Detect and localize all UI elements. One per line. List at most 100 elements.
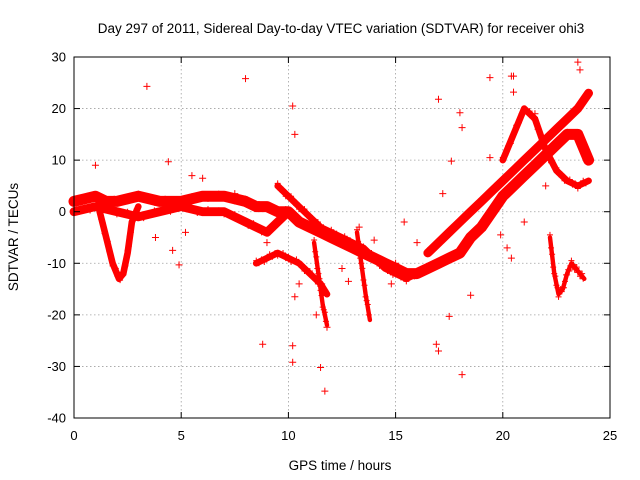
data-point <box>435 239 442 246</box>
data-point <box>392 270 399 277</box>
data-point <box>438 234 445 241</box>
data-point <box>172 204 179 211</box>
data-point <box>568 257 575 264</box>
data-point <box>112 265 119 272</box>
data-point <box>550 127 557 134</box>
data-point <box>486 213 493 220</box>
y-tick-label: 30 <box>52 50 66 65</box>
x-tick-label: 15 <box>388 428 402 443</box>
x-tick-label: 10 <box>281 428 295 443</box>
outlier-point <box>321 387 329 395</box>
outlier-point <box>181 228 189 236</box>
x-tick-label: 20 <box>496 428 510 443</box>
data-point <box>548 159 555 166</box>
data-point <box>537 154 544 161</box>
data-point <box>558 139 565 146</box>
data-point <box>210 210 217 217</box>
outlier-point <box>199 174 207 182</box>
data-point <box>269 253 276 260</box>
data-point <box>124 247 131 254</box>
data-point <box>277 251 284 258</box>
data-point <box>515 176 522 183</box>
data-point <box>566 132 573 139</box>
data-point <box>330 238 337 245</box>
data-point <box>518 110 525 117</box>
data-point <box>406 274 412 281</box>
data-point <box>475 200 482 207</box>
data-point <box>103 234 110 241</box>
data-point <box>199 191 206 198</box>
outlier-point <box>289 342 297 350</box>
data-point <box>365 311 372 318</box>
chart-title: Day 297 of 2011, Sidereal Day-to-day VTE… <box>98 21 584 36</box>
data-point <box>550 264 557 271</box>
outlier-point <box>291 293 299 301</box>
data-point <box>551 270 558 277</box>
data-point <box>411 273 418 280</box>
data-point <box>529 149 536 156</box>
data-point <box>253 257 260 264</box>
data-point <box>304 225 311 232</box>
data-point <box>221 194 228 201</box>
data-point <box>550 162 557 169</box>
data-point <box>518 177 525 184</box>
outlier-point <box>242 75 250 83</box>
data-point <box>266 251 273 258</box>
data-point <box>108 198 115 205</box>
data-point <box>531 164 538 171</box>
data-point <box>172 197 179 204</box>
x-tick-label: 5 <box>178 428 185 443</box>
data-point <box>108 206 115 213</box>
y-tick-label: 20 <box>52 101 66 116</box>
data-point <box>135 190 142 197</box>
y-tick-label: -10 <box>47 256 66 271</box>
data-point <box>336 235 343 242</box>
outlier-point <box>486 154 494 162</box>
data-point <box>357 255 364 262</box>
data-point <box>467 234 474 241</box>
data-point <box>146 211 153 218</box>
data-point <box>569 262 576 269</box>
data-point <box>205 195 211 202</box>
data-point <box>572 265 579 272</box>
outlier-point <box>188 172 196 180</box>
data-point <box>151 199 158 206</box>
data-point <box>408 270 415 277</box>
data-point <box>121 264 128 271</box>
data-point <box>419 269 426 276</box>
data-point <box>564 114 571 121</box>
data-point <box>269 222 276 229</box>
data-point <box>424 247 431 254</box>
data-point <box>579 270 586 277</box>
series-dip-2h <box>96 203 142 283</box>
data-point <box>132 212 139 219</box>
y-tick-label: -30 <box>47 359 66 374</box>
data-point <box>277 213 284 220</box>
data-point <box>344 238 351 245</box>
data-point <box>280 215 287 222</box>
data-point <box>316 275 323 282</box>
data-point <box>570 261 577 268</box>
data-point <box>523 153 530 160</box>
data-point <box>361 282 368 289</box>
data-point <box>534 159 541 166</box>
data-point <box>333 230 340 237</box>
data-point <box>526 154 533 161</box>
data-point <box>507 171 514 178</box>
data-point <box>569 110 576 117</box>
data-point <box>545 150 552 157</box>
data-point <box>301 220 308 227</box>
data-point <box>497 179 504 186</box>
data-point <box>242 195 249 202</box>
outlier-point <box>169 246 177 254</box>
data-point <box>298 261 305 268</box>
outlier-point <box>503 244 511 252</box>
data-point <box>349 242 356 249</box>
outlier-point <box>542 182 550 190</box>
data-point <box>549 251 556 258</box>
data-point <box>122 262 129 269</box>
data-point <box>146 194 153 201</box>
data-point <box>322 229 329 236</box>
outlier-point <box>520 218 528 226</box>
data-point <box>330 231 337 238</box>
